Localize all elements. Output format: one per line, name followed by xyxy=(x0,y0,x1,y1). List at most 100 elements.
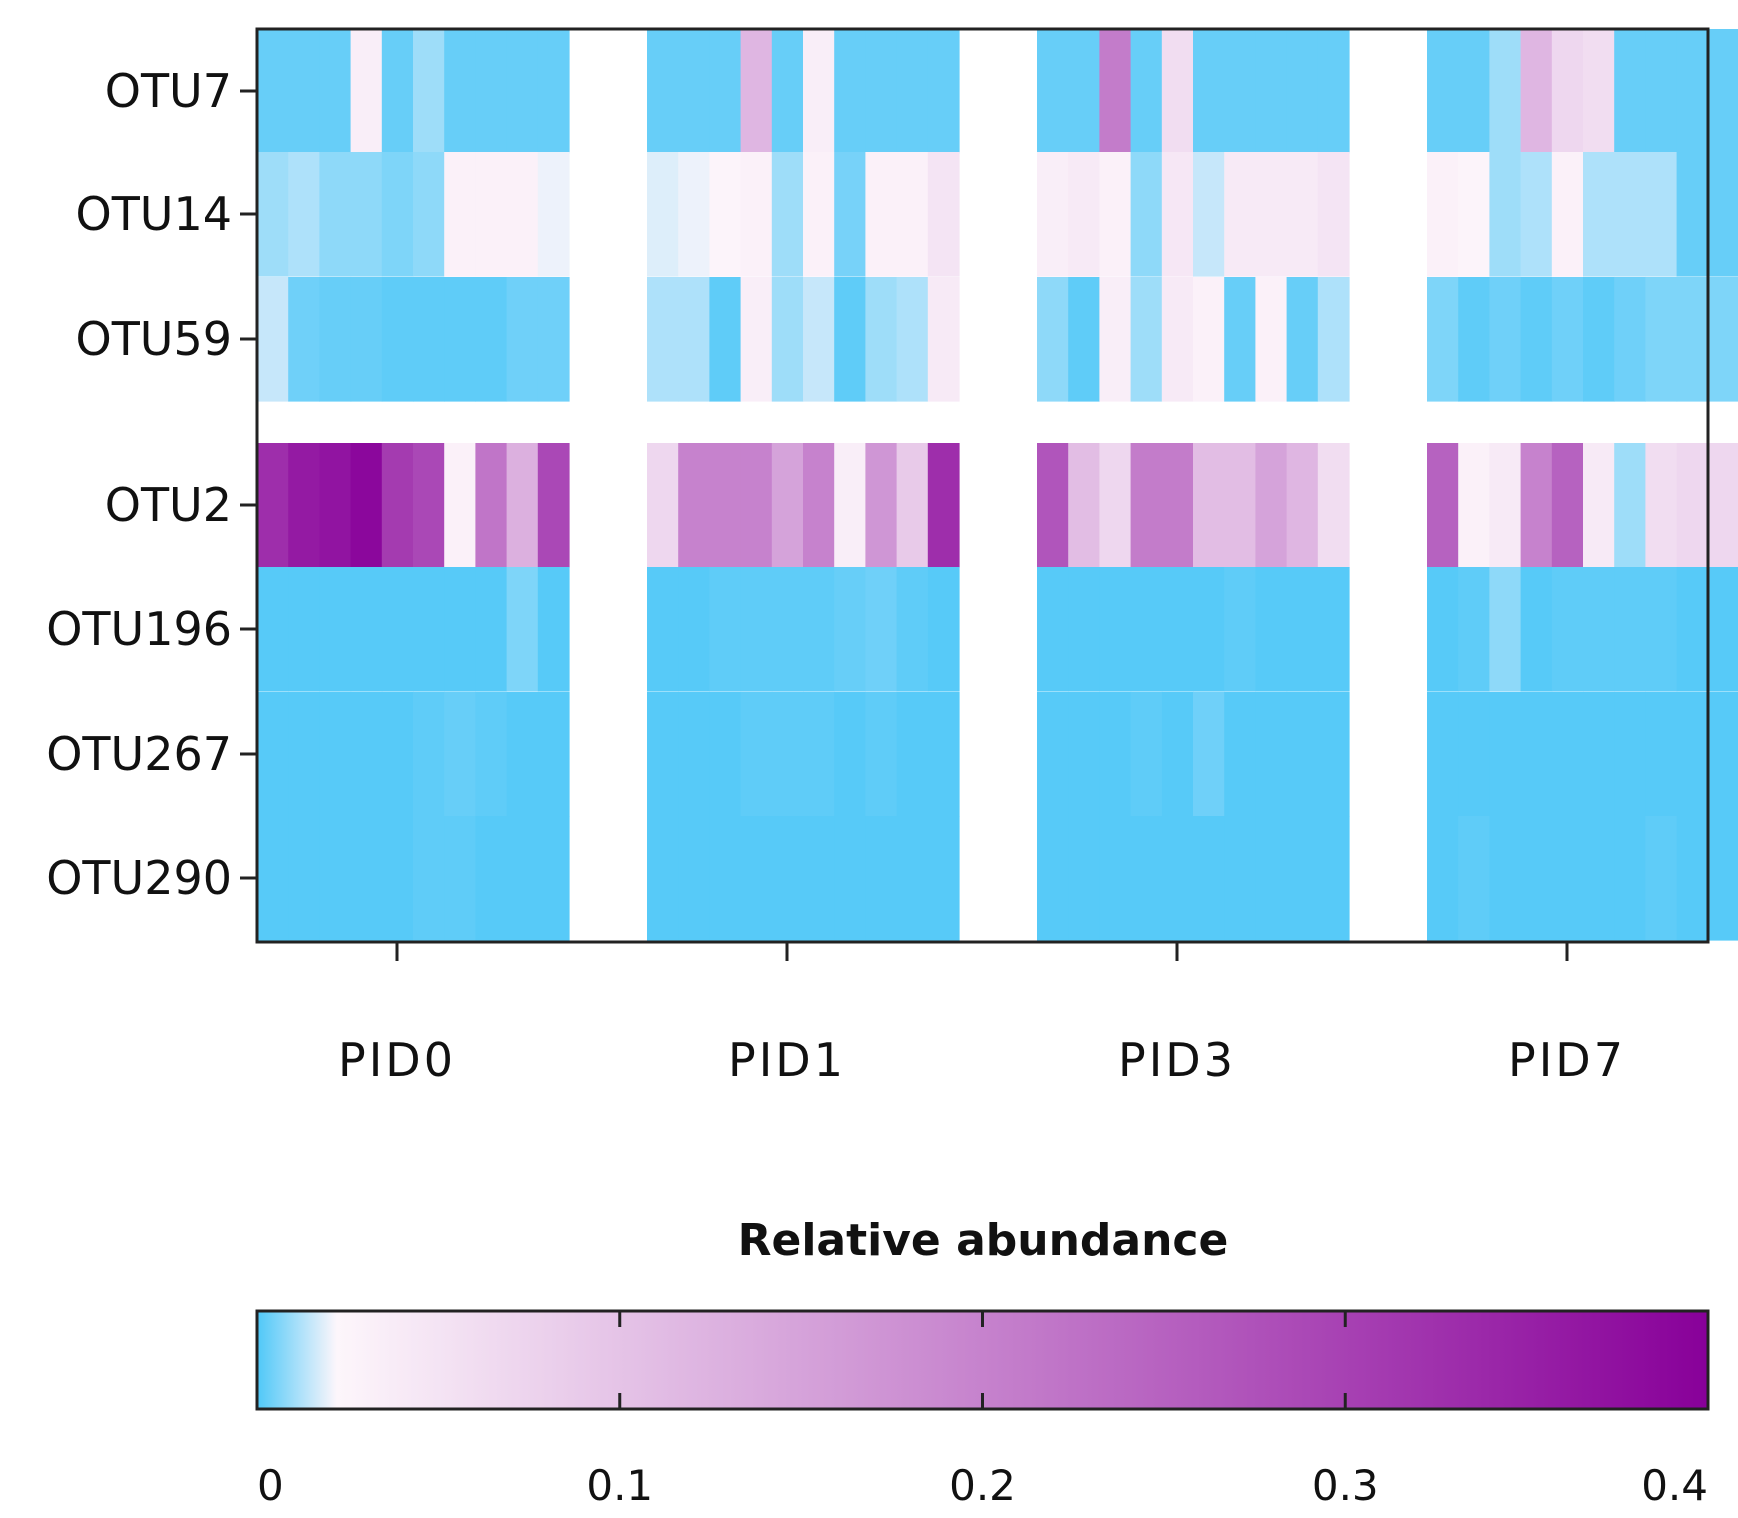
heatmap-cell xyxy=(1068,152,1100,277)
heatmap-cell xyxy=(537,692,570,817)
heatmap-cell xyxy=(1193,29,1225,154)
heatmap-cell xyxy=(1520,443,1553,568)
heatmap-cell xyxy=(803,277,835,402)
heatmap-cell xyxy=(381,816,414,941)
heatmap-cell xyxy=(834,567,866,692)
colorbar-title: Relative abundance xyxy=(738,1215,1229,1266)
heatmap-cell xyxy=(834,816,866,941)
heatmap-cell xyxy=(537,567,570,692)
heatmap-cell xyxy=(1161,29,1194,154)
heatmap-cell xyxy=(475,277,508,402)
colorbar-ticks: 0 0.1 0.2 0.3 0.4 xyxy=(257,1311,1708,1510)
heatmap-cell xyxy=(740,567,773,692)
heatmap-cell xyxy=(257,152,289,277)
heatmap-cell xyxy=(1707,567,1738,692)
heatmap-cell xyxy=(506,692,539,817)
heatmap-cell xyxy=(927,152,960,277)
heatmap-cell xyxy=(1489,692,1522,817)
heatmap-cell xyxy=(1161,443,1194,568)
heatmap-cell xyxy=(740,816,773,941)
heatmap-cell xyxy=(647,277,679,402)
heatmap-cell xyxy=(1489,152,1522,277)
heatmap-cell xyxy=(1286,692,1319,817)
column-label: PID3 xyxy=(1118,1033,1236,1087)
heatmap-cell xyxy=(1224,443,1256,568)
heatmap-cell xyxy=(1551,29,1584,154)
heatmap-cell xyxy=(1520,152,1553,277)
heatmap-cell xyxy=(647,567,679,692)
heatmap-cell xyxy=(1130,567,1163,692)
heatmap-cell xyxy=(319,567,352,692)
heatmap-cell xyxy=(834,152,866,277)
heatmap-cell xyxy=(771,277,804,402)
heatmap-cell xyxy=(1286,567,1319,692)
heatmap-cell xyxy=(927,29,960,154)
heatmap-cell xyxy=(803,152,835,277)
heatmap-cell xyxy=(1458,152,1490,277)
heatmap-cell xyxy=(1676,152,1709,277)
heatmap-cell xyxy=(319,277,352,402)
heatmap-cell xyxy=(381,567,414,692)
heatmap-cell xyxy=(257,567,289,692)
heatmap-cell xyxy=(1614,692,1646,817)
heatmap-cell xyxy=(803,29,835,154)
heatmap-cell xyxy=(350,567,383,692)
heatmap-cell xyxy=(1489,29,1522,154)
heatmap-cell xyxy=(927,277,960,402)
row-label: OTU59 xyxy=(75,312,232,366)
heatmap-cell xyxy=(1489,277,1522,402)
heatmap-cell xyxy=(1676,816,1709,941)
heatmap-cell xyxy=(834,443,866,568)
heatmap-cell xyxy=(1224,692,1256,817)
heatmap-cell xyxy=(1286,277,1319,402)
heatmap-cell xyxy=(381,277,414,402)
heatmap-cell xyxy=(678,567,710,692)
heatmap-cell xyxy=(537,816,570,941)
heatmap-cell xyxy=(1317,277,1350,402)
heatmap-cell xyxy=(506,152,539,277)
heatmap-cell xyxy=(1645,816,1678,941)
heatmap-cells xyxy=(257,29,1738,941)
heatmap-cell xyxy=(1037,277,1069,402)
heatmap-cell xyxy=(1645,692,1678,817)
heatmap-cell xyxy=(413,152,445,277)
heatmap-cell xyxy=(1286,816,1319,941)
heatmap-cell xyxy=(803,567,835,692)
colorbar-tick-label: 0.3 xyxy=(1312,1461,1379,1510)
heatmap-cell xyxy=(1583,29,1615,154)
heatmap-cell xyxy=(350,277,383,402)
heatmap-cell xyxy=(1130,29,1163,154)
heatmap-cell xyxy=(1489,443,1522,568)
heatmap-cell xyxy=(1614,152,1646,277)
heatmap-cell xyxy=(537,277,570,402)
heatmap-cell xyxy=(506,29,539,154)
heatmap-cell xyxy=(288,152,320,277)
heatmap-cell xyxy=(771,443,804,568)
heatmap-cell xyxy=(1317,29,1350,154)
heatmap-cell xyxy=(444,152,476,277)
heatmap-cell xyxy=(709,277,742,402)
heatmap-cell xyxy=(865,567,898,692)
heatmap-cell xyxy=(740,692,773,817)
heatmap-cell xyxy=(350,443,383,568)
heatmap-cell xyxy=(1068,567,1100,692)
heatmap-cell xyxy=(1068,692,1100,817)
heatmap-cell xyxy=(1130,443,1163,568)
heatmap-cell xyxy=(1224,29,1256,154)
heatmap-cell xyxy=(413,692,445,817)
heatmap-cell xyxy=(1099,816,1132,941)
heatmap-cell xyxy=(381,152,414,277)
heatmap-cell xyxy=(319,816,352,941)
heatmap-cell xyxy=(834,692,866,817)
heatmap-cell xyxy=(1427,29,1459,154)
heatmap-cell xyxy=(413,816,445,941)
heatmap-cell xyxy=(1224,152,1256,277)
heatmap-cell xyxy=(1317,816,1350,941)
heatmap-cell xyxy=(319,29,352,154)
heatmap-cell xyxy=(1676,692,1709,817)
heatmap-cell xyxy=(475,443,508,568)
column-axis: PID0 PID1 PID3 PID7 xyxy=(338,942,1623,1087)
row-label: OTU7 xyxy=(105,64,232,118)
heatmap-cell xyxy=(865,277,898,402)
